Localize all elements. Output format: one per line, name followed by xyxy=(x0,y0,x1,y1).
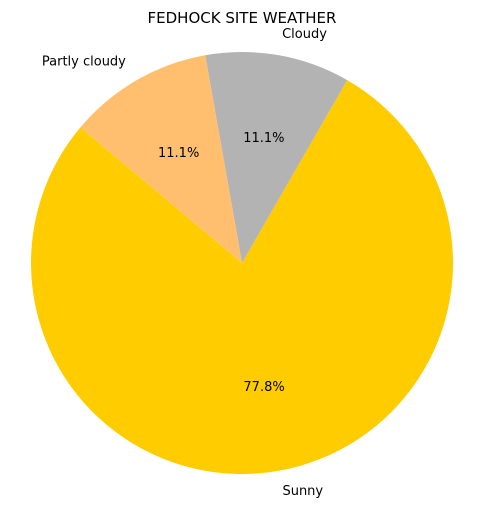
category-label-cloudy: Cloudy xyxy=(282,27,327,42)
pie-slice-partly-cloudy xyxy=(80,55,242,263)
percent-label-cloudy: 11.1% xyxy=(243,131,284,146)
pie-slice-sunny xyxy=(30,80,453,474)
percent-label-partly-cloudy: 11.1% xyxy=(158,146,199,161)
pie-slices xyxy=(30,52,453,474)
pie-slice-cloudy xyxy=(205,52,348,264)
chart-title: FEDHOCK SITE WEATHER xyxy=(148,9,337,27)
category-label-partly-cloudy: Partly cloudy xyxy=(42,55,126,70)
percent-label-sunny: 77.8% xyxy=(243,380,284,395)
category-label-sunny: Sunny xyxy=(282,484,323,499)
pie-labels: 77.8% Sunny 11.1% Cloudy 11.1% Partly cloudy xyxy=(42,27,327,499)
